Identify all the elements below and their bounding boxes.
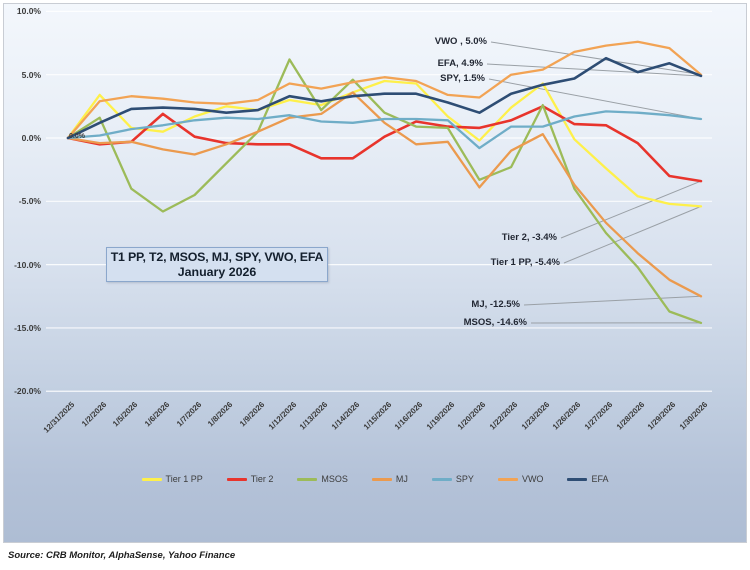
legend-item: MSOS [297, 474, 348, 484]
leader-line [523, 295, 702, 306]
annotation-label: EFA, 4.9% [437, 58, 483, 69]
legend-item: SPY [431, 474, 474, 484]
legend-label: MJ [395, 474, 408, 484]
leader-line [563, 205, 702, 264]
series-line-spy [66, 110, 703, 150]
leader-line [486, 63, 702, 77]
series-line-efa [66, 56, 703, 140]
first-point-data-label: 0.0% [69, 133, 85, 140]
legend-item: MJ [371, 474, 408, 484]
legend-swatch [431, 477, 452, 481]
legend-swatch [567, 477, 588, 481]
y-axis-label: -15.0% [14, 322, 41, 333]
legend-label: EFA [591, 474, 609, 484]
series-line-vwo [66, 40, 703, 140]
legend-swatch [371, 477, 392, 481]
chart-title: T1 PP, T2, MSOS, MJ, SPY, VWO, EFA [110, 250, 324, 264]
legend: Tier 1 PP Tier 2 MSOS MJ SPY VWO EFA [0, 474, 750, 484]
legend-item: VWO [497, 474, 544, 484]
legend-label: VWO [521, 474, 544, 484]
series-line-tier-1-pp [66, 79, 703, 208]
series-line-mj [66, 91, 703, 298]
legend-label: Tier 2 [250, 474, 274, 484]
annotation-label: MJ, -12.5% [471, 299, 520, 310]
chart-subtitle: January 2026 [177, 265, 257, 279]
y-axis-label: -10.0% [14, 259, 41, 270]
legend-item: EFA [567, 474, 608, 484]
legend-item: Tier 1 PP [141, 474, 203, 484]
legend-swatch [226, 477, 247, 481]
legend-item: Tier 2 [226, 474, 274, 484]
series-line-tier-2 [66, 105, 703, 183]
leader-line [490, 41, 702, 76]
source-note: Source: CRB Monitor, AlphaSense, Yahoo F… [8, 550, 236, 561]
y-axis-label: 5.0% [21, 69, 41, 80]
y-axis-label: -5.0% [18, 196, 41, 207]
legend-swatch [497, 477, 518, 481]
annotation-label: SPY, 1.5% [440, 73, 485, 84]
legend-swatch [141, 477, 162, 481]
annotation-label: MSOS, -14.6% [463, 317, 527, 328]
legend-label: Tier 1 PP [165, 474, 203, 484]
series-line-msos [66, 58, 703, 325]
legend-swatch [297, 477, 318, 481]
y-axis-label: 10.0% [16, 6, 41, 17]
title-box: T1 PP, T2, MSOS, MJ, SPY, VWO, EFA Janua… [106, 247, 328, 282]
annotation-label: Tier 2, -3.4% [501, 232, 557, 243]
y-axis-label: 0.0% [21, 133, 41, 143]
legend-label: SPY [455, 474, 474, 484]
y-axis-label: -20.0% [14, 386, 41, 397]
annotation-label: VWO , 5.0% [434, 36, 487, 47]
leader-line [560, 180, 702, 239]
leader-line [488, 78, 702, 120]
legend-label: MSOS [321, 474, 348, 484]
annotation-label: Tier 1 PP, -5.4% [490, 257, 560, 268]
